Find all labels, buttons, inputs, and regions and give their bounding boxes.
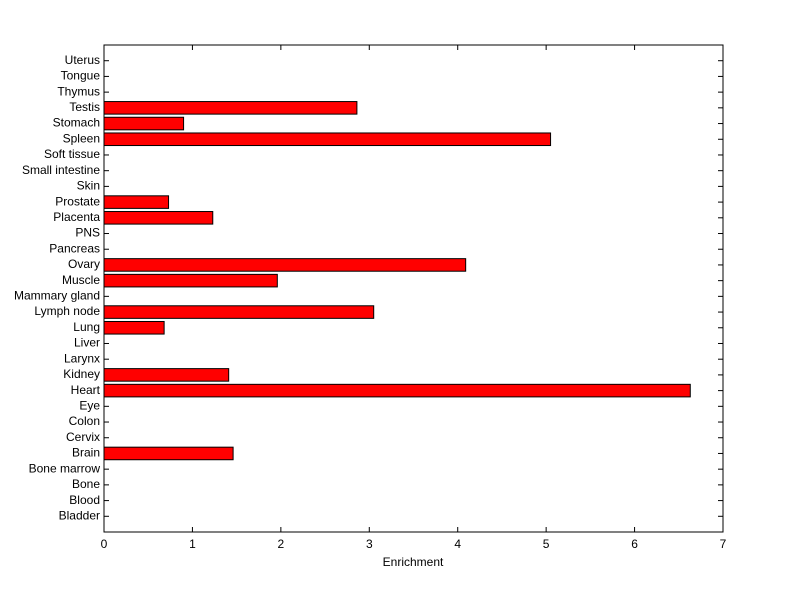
y-tick-label: Liver — [74, 336, 100, 350]
x-tick-label: 1 — [189, 537, 196, 551]
y-tick-label: Lung — [73, 320, 100, 334]
x-tick-label: 4 — [454, 537, 461, 551]
x-tick-label: 2 — [278, 537, 285, 551]
y-tick-label: Bone — [72, 477, 100, 491]
plot-frame — [103, 44, 724, 533]
x-tick-label: 3 — [366, 537, 373, 551]
bar — [103, 320, 165, 335]
x-tick-label: 7 — [720, 537, 727, 551]
x-tick-label: 5 — [543, 537, 550, 551]
y-tick-label: Muscle — [62, 273, 100, 287]
y-tick-label: Larynx — [64, 351, 100, 365]
y-tick-label: Soft tissue — [44, 147, 100, 161]
y-tick-label: Small intestine — [22, 163, 100, 177]
y-tick-label: Kidney — [63, 367, 100, 381]
y-tick-label: Ovary — [68, 257, 100, 271]
y-tick-label: Tongue — [61, 69, 101, 83]
y-tick-label: Blood — [69, 493, 100, 507]
bar — [103, 383, 691, 398]
y-tick-label: Pancreas — [49, 241, 100, 255]
y-tick-label: Stomach — [53, 116, 100, 130]
bar — [103, 195, 170, 209]
y-tick-label: Lymph node — [34, 304, 100, 318]
y-tick-label: Colon — [69, 414, 100, 428]
y-tick-label: Heart — [71, 383, 101, 397]
y-tick-label: Cervix — [66, 430, 100, 444]
bar — [103, 258, 467, 272]
y-tick-label: Uterus — [65, 53, 100, 67]
x-axis-label: Enrichment — [383, 555, 444, 569]
bar — [103, 446, 234, 461]
x-tick-label: 0 — [101, 537, 108, 551]
y-tick-label: Bone marrow — [29, 461, 101, 475]
bar — [103, 101, 358, 115]
y-tick-label: Mammary gland — [14, 289, 100, 303]
x-tick-label: 6 — [631, 537, 638, 551]
y-tick-label: Spleen — [63, 131, 100, 145]
bar — [103, 211, 214, 225]
y-tick-label: Placenta — [53, 210, 100, 224]
y-tick-label: Thymus — [57, 84, 100, 98]
y-tick-label: PNS — [75, 226, 100, 240]
y-tick-label: Bladder — [59, 508, 100, 522]
bar — [103, 368, 230, 382]
bar — [103, 273, 278, 288]
y-tick-label: Prostate — [55, 194, 100, 208]
bar — [103, 305, 375, 319]
y-tick-label: Testis — [69, 100, 100, 114]
y-tick-label: Brain — [72, 446, 100, 460]
bar — [103, 116, 185, 131]
y-tick-label: Skin — [77, 179, 100, 193]
bar — [103, 132, 552, 147]
y-tick-label: Eye — [79, 398, 100, 412]
